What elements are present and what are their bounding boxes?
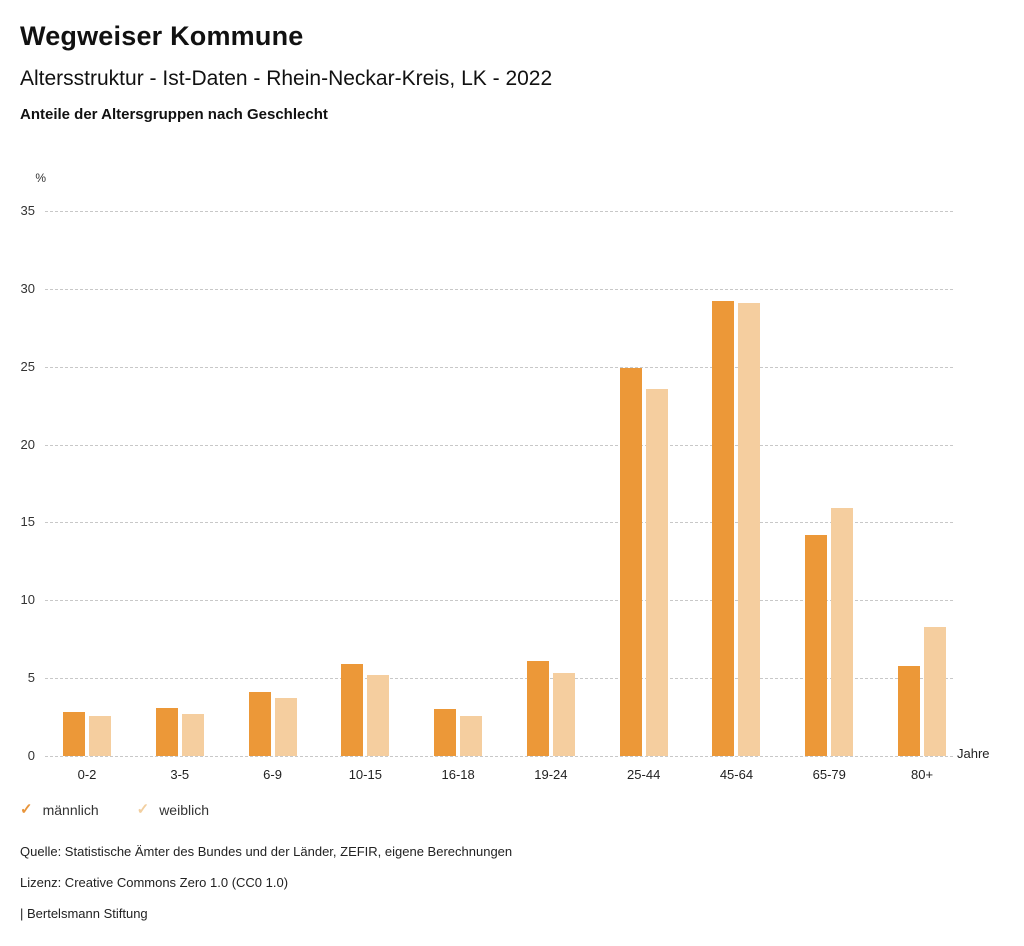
bar-weiblich-3-5[interactable] <box>181 713 204 756</box>
x-tick-label-65-79: 65-79 <box>812 767 846 782</box>
gridline-5 <box>45 678 953 680</box>
report-title: Altersstruktur - Ist-Daten - Rhein-Necka… <box>20 67 553 90</box>
gridline-20 <box>45 444 953 446</box>
bar-weiblich-65-79[interactable] <box>831 508 854 756</box>
gridline-15 <box>45 522 953 524</box>
x-tick-label-19-24: 19-24 <box>534 767 568 782</box>
bar-weiblich-19-24[interactable] <box>552 673 575 756</box>
bar-weiblich-10-15[interactable] <box>367 675 390 756</box>
bar-weiblich-25-44[interactable] <box>645 388 668 756</box>
legend-label-weiblich: weiblich <box>159 802 209 818</box>
bar-weiblich-16-18[interactable] <box>460 715 483 756</box>
checkmark-icon: ✓ <box>136 801 150 818</box>
y-tick-label-10: 10 <box>20 592 35 608</box>
x-tick-label-6-9: 6-9 <box>263 767 282 782</box>
y-tick-label-5: 5 <box>27 670 35 686</box>
bar-maennlich-25-44[interactable] <box>619 368 642 756</box>
y-axis-unit-label: % <box>35 171 46 185</box>
bar-maennlich-80-[interactable] <box>898 665 921 756</box>
y-tick-label-15: 15 <box>20 514 35 530</box>
legend-label-maennlich: männlich <box>42 802 99 818</box>
y-tick-label-0: 0 <box>27 748 35 763</box>
x-tick-label-25-44: 25-44 <box>627 767 661 782</box>
gridline-25 <box>45 366 953 368</box>
bar-maennlich-0-2[interactable] <box>63 712 85 756</box>
x-tick-label-45-64: 45-64 <box>719 767 754 782</box>
chart-subtitle: Anteile der Altersgruppen nach Geschlech… <box>20 106 328 123</box>
gridline-0 <box>45 756 953 757</box>
bar-maennlich-19-24[interactable] <box>526 661 549 756</box>
y-tick-label-25: 25 <box>20 358 35 374</box>
checkmark-icon: ✓ <box>20 801 33 818</box>
bar-maennlich-6-9[interactable] <box>248 692 271 756</box>
license-note: Lizenz: Creative Commons Zero 1.0 (CC0 1… <box>20 875 289 890</box>
bar-weiblich-45-64[interactable] <box>738 302 761 756</box>
bar-weiblich-0-2[interactable] <box>89 715 111 756</box>
gridline-30 <box>45 288 953 290</box>
attribution-note: | Bertelsmann Stiftung <box>20 906 148 921</box>
page-title: Wegweiser Kommune <box>20 21 304 51</box>
bar-maennlich-45-64[interactable] <box>712 301 735 756</box>
bar-maennlich-65-79[interactable] <box>805 534 828 756</box>
bar-maennlich-10-15[interactable] <box>341 664 364 756</box>
x-axis-unit-label: Jahre <box>957 746 990 761</box>
x-tick-label-0-2: 0-2 <box>77 767 97 782</box>
x-tick-label-80-: 80+ <box>910 767 934 782</box>
y-tick-label-35: 35 <box>20 203 35 218</box>
x-tick-label-10-15: 10-15 <box>348 767 382 782</box>
source-note: Quelle: Statistische Ämter des Bundes un… <box>20 844 513 859</box>
gridline-10 <box>45 600 953 602</box>
bar-maennlich-3-5[interactable] <box>155 707 178 756</box>
legend-item-weiblich[interactable]: ✓ weiblich <box>137 801 209 819</box>
legend: ✓ männlich ✓ weiblich <box>20 801 209 819</box>
y-tick-label-30: 30 <box>20 280 35 296</box>
bar-weiblich-80-[interactable] <box>924 626 947 756</box>
legend-item-maennlich[interactable]: ✓ männlich <box>20 801 99 819</box>
gridline-35 <box>45 211 953 212</box>
x-tick-label-16-18: 16-18 <box>441 767 475 782</box>
bar-maennlich-16-18[interactable] <box>434 709 457 756</box>
x-tick-label-3-5: 3-5 <box>170 767 190 782</box>
y-tick-label-20: 20 <box>20 436 35 452</box>
bar-weiblich-6-9[interactable] <box>274 698 297 756</box>
